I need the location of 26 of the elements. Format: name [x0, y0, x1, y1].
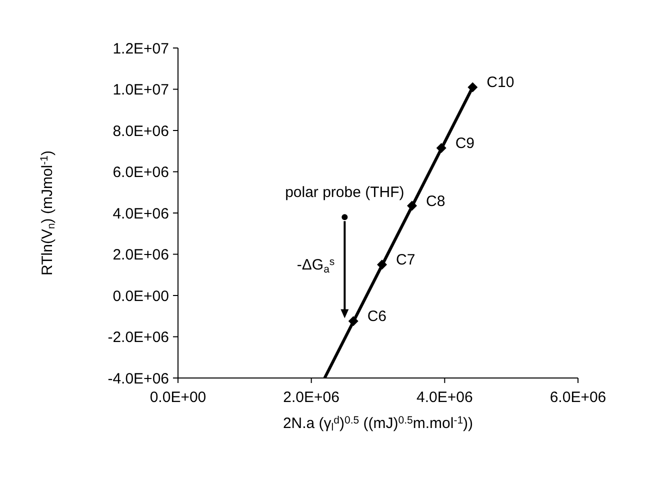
point: [348, 316, 358, 326]
annotation: C8: [426, 192, 446, 210]
text: 2N.a (γ$_{l}$$^{d}$)$^{0.5}$ ((mJ)$^{0.5}$m.mol$^{-1}$)): [282, 414, 474, 434]
point: [436, 143, 446, 154]
annotation: C9: [455, 135, 475, 152]
y-tick-label: 1.0E+07: [112, 82, 169, 98]
x-tick-label: 0.0E+00: [150, 389, 206, 406]
point: [468, 82, 478, 92]
y-tick-label: 0.0E+00: [112, 288, 169, 305]
annotation: polar probe (THF): [285, 184, 404, 202]
point: [407, 200, 417, 211]
y-tick-label: 2.0E+06: [112, 246, 169, 264]
y-tick-label: 1.2E+07: [112, 40, 169, 58]
x-tick-label: 6.0E+06: [550, 389, 606, 406]
x-tick-label: 2.0E+06: [283, 389, 340, 406]
point: [342, 214, 348, 220]
annotation: C10: [486, 74, 514, 92]
y-tick-label: 8.0E+06: [112, 122, 169, 140]
point: [377, 260, 387, 270]
y-tick-label: -4.0E+06: [108, 370, 169, 388]
y-tick-label: 4.0E+06: [112, 205, 169, 222]
annotation: C7: [396, 252, 416, 269]
annotation: C6: [367, 308, 387, 326]
x-tick-label: 4.0E+06: [416, 389, 473, 406]
y-tick-label: -2.0E+06: [108, 329, 169, 346]
y-tick-label: 6.0E+06: [112, 164, 169, 181]
